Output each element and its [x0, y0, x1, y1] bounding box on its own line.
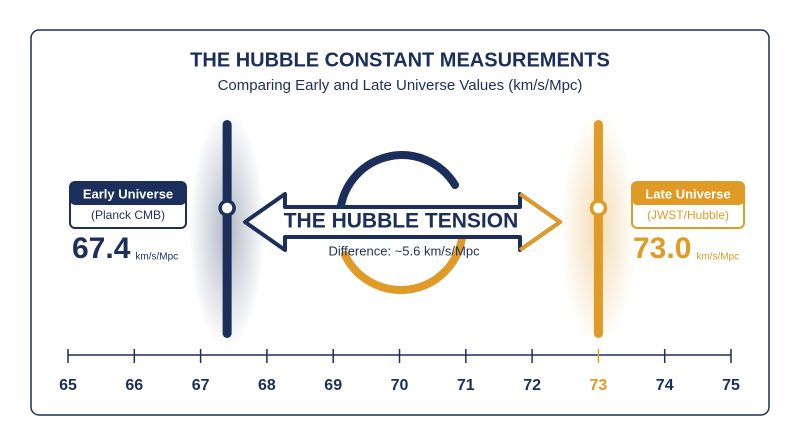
marker-node — [589, 199, 608, 217]
x-tick-label: 73 — [590, 377, 608, 394]
ring-arc — [341, 234, 466, 294]
series-source: (Planck CMB) — [91, 208, 165, 222]
annotation-text: Difference: ~5.6 km/s/Mpc — [328, 243, 480, 258]
value-unit: km/s/Mpc — [696, 252, 739, 263]
x-tick-label: 75 — [722, 377, 740, 394]
series-source: (JWST/Hubble) — [647, 208, 729, 222]
x-tick-label: 70 — [391, 377, 409, 394]
ring-arc — [336, 151, 459, 219]
annotation-title: THE HUBBLE TENSION — [284, 210, 519, 233]
value-marker — [593, 120, 603, 338]
x-tick-label: 68 — [258, 377, 276, 394]
x-tick-label: 69 — [324, 377, 342, 394]
x-tick-label: 67 — [192, 377, 210, 394]
label-box-head — [632, 182, 744, 205]
value-label: 67.4 — [72, 232, 131, 265]
arrow-head — [518, 192, 562, 252]
x-tick-label: 71 — [457, 377, 475, 394]
value-unit: km/s/Mpc — [135, 252, 178, 263]
marker-node — [218, 199, 236, 217]
x-tick-label: 72 — [523, 377, 541, 394]
value-marker — [222, 120, 232, 338]
chart-title: THE HUBBLE CONSTANT MEASUREMENTS — [190, 49, 610, 71]
value-label: 73.0 — [633, 232, 691, 265]
label-box-head — [70, 182, 186, 205]
x-tick-label: 74 — [656, 377, 674, 394]
x-tick-label: 66 — [125, 377, 143, 394]
chart-subtitle: Comparing Early and Late Universe Values… — [218, 77, 583, 94]
x-tick-label: 65 — [59, 377, 77, 394]
series-name: Early Universe — [83, 186, 173, 201]
series-name: Late Universe — [645, 186, 730, 201]
